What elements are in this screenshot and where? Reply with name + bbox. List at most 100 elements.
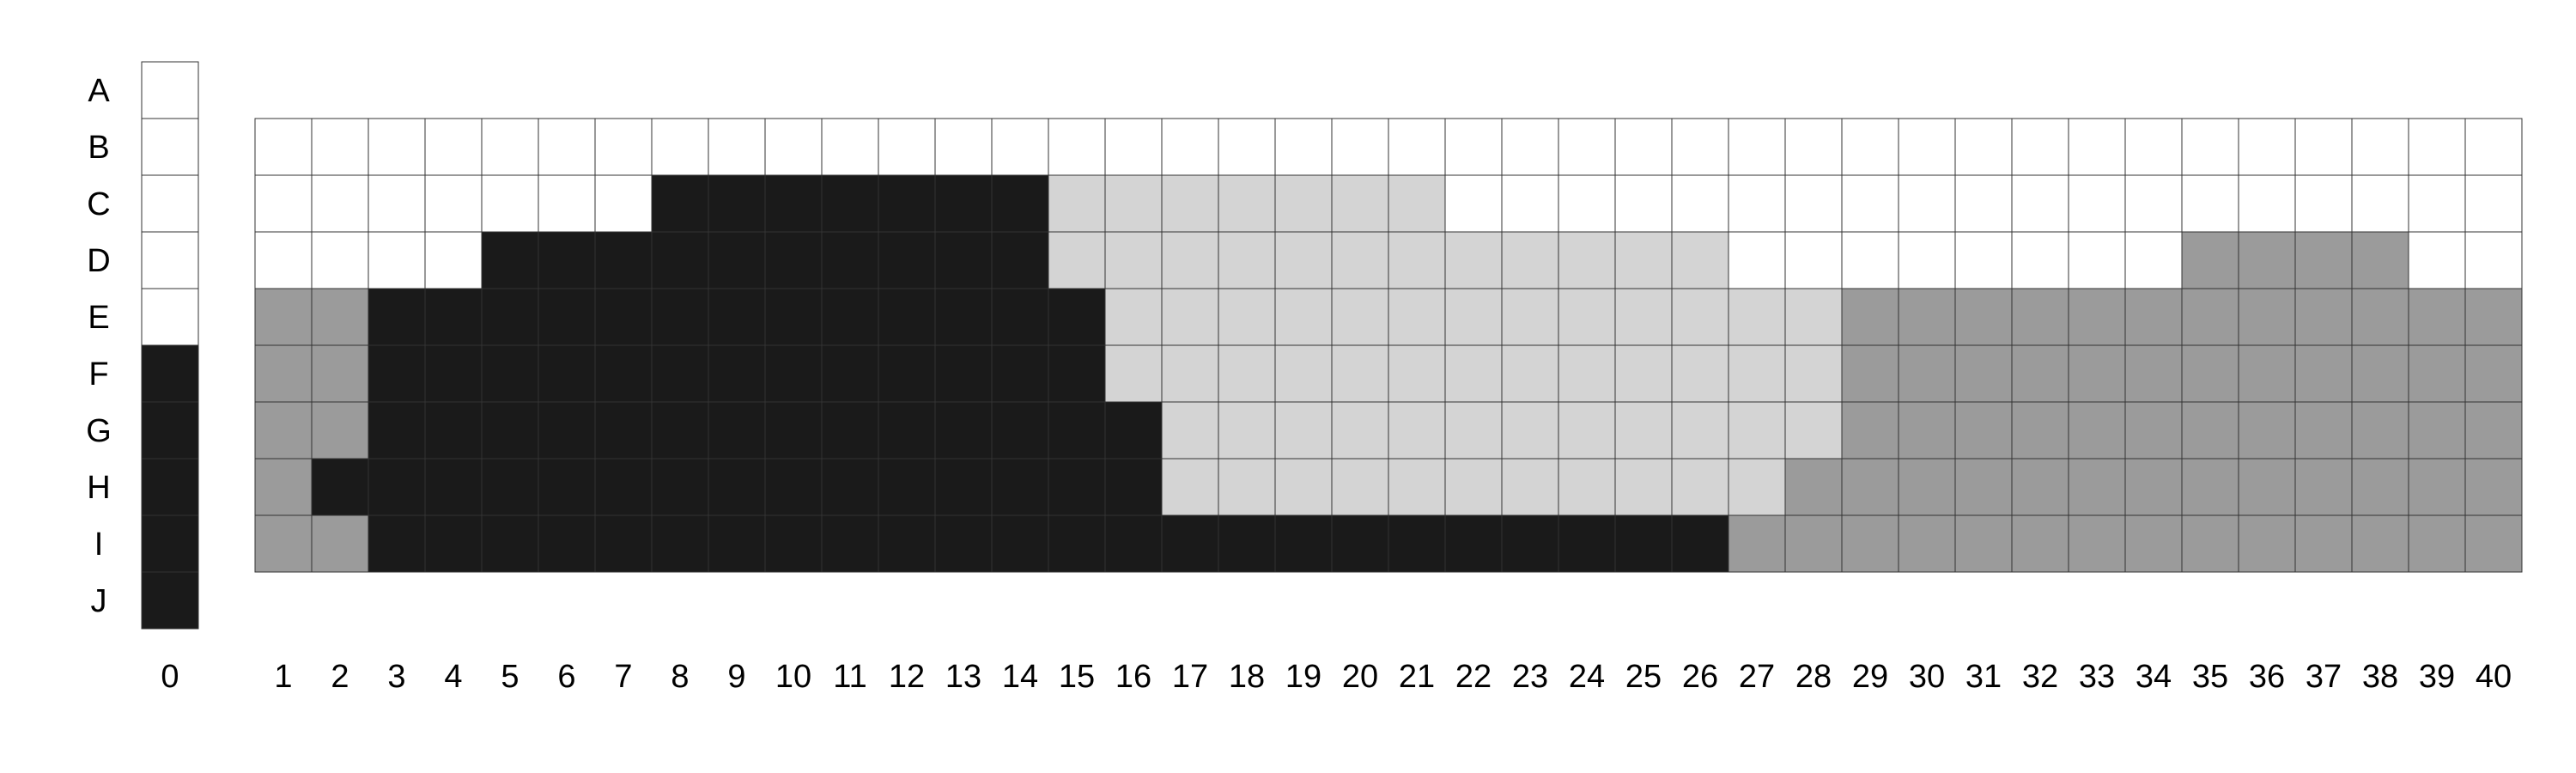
grid-cell bbox=[2238, 458, 2296, 516]
grid-cell bbox=[2238, 514, 2296, 573]
grid-cell bbox=[2351, 174, 2409, 233]
grid-cell bbox=[934, 344, 993, 403]
grid-cell bbox=[1161, 458, 1219, 516]
grid-cell bbox=[481, 401, 539, 460]
grid-cell bbox=[1331, 288, 1389, 346]
column-label: 17 bbox=[1172, 659, 1208, 695]
grid-cell bbox=[1048, 288, 1106, 346]
grid-cell bbox=[1671, 344, 1729, 403]
grid-cell bbox=[2068, 288, 2126, 346]
grid-cell bbox=[1558, 401, 1616, 460]
grid-cell bbox=[1898, 288, 1956, 346]
grid-cell bbox=[1558, 458, 1616, 516]
column-label: 3 bbox=[387, 659, 405, 695]
column-label: 2 bbox=[331, 659, 349, 695]
grid-cell bbox=[1331, 118, 1389, 176]
grid-cell bbox=[1218, 231, 1276, 289]
column-label: 38 bbox=[2362, 659, 2398, 695]
grid-cell bbox=[878, 231, 936, 289]
grid-cell bbox=[2294, 231, 2353, 289]
grid-cell bbox=[1954, 458, 2013, 516]
grid-cell bbox=[2464, 458, 2523, 516]
grid-cell bbox=[141, 344, 199, 403]
grid-cell bbox=[594, 288, 653, 346]
grid-cell bbox=[1444, 118, 1503, 176]
grid-cell bbox=[1388, 231, 1446, 289]
column-label: 13 bbox=[945, 659, 981, 695]
grid-cell bbox=[878, 174, 936, 233]
grid-cell bbox=[1274, 118, 1333, 176]
grid-cell bbox=[1614, 344, 1673, 403]
grid-cell bbox=[991, 231, 1049, 289]
grid-cell bbox=[1784, 514, 1843, 573]
row-label: H bbox=[87, 470, 110, 506]
grid-cell bbox=[1784, 344, 1843, 403]
grid-cell bbox=[594, 118, 653, 176]
grid-cell bbox=[1104, 344, 1163, 403]
grid-cell bbox=[651, 514, 709, 573]
grid-cell bbox=[764, 288, 823, 346]
grid-cell bbox=[1841, 514, 1899, 573]
column-label: 10 bbox=[775, 659, 811, 695]
grid-cell bbox=[878, 344, 936, 403]
row-label: A bbox=[88, 73, 110, 109]
grid-cell bbox=[368, 344, 426, 403]
grid-cell bbox=[1841, 118, 1899, 176]
grid-cell bbox=[2294, 401, 2353, 460]
grid-cell bbox=[311, 458, 369, 516]
grid-cell bbox=[1388, 174, 1446, 233]
grid-cell bbox=[311, 288, 369, 346]
grid-cell bbox=[1161, 288, 1219, 346]
grid-cell bbox=[538, 174, 596, 233]
grid-cell bbox=[2351, 288, 2409, 346]
grid-cell bbox=[1614, 401, 1673, 460]
grid-cell bbox=[1444, 344, 1503, 403]
grid-cell bbox=[2238, 344, 2296, 403]
grid-cell bbox=[1954, 401, 2013, 460]
grid-cell bbox=[1558, 288, 1616, 346]
grid-cell bbox=[1048, 401, 1106, 460]
grid-cell bbox=[2011, 458, 2069, 516]
grid-cell bbox=[2238, 288, 2296, 346]
grid-cell bbox=[2068, 344, 2126, 403]
grid-cell bbox=[1331, 231, 1389, 289]
grid-cell bbox=[2464, 118, 2523, 176]
column-zero-cells bbox=[141, 61, 199, 630]
column-label: 30 bbox=[1909, 659, 1945, 695]
grid-cell bbox=[1898, 514, 1956, 573]
grid-cell bbox=[2238, 118, 2296, 176]
grid-cell bbox=[2408, 118, 2466, 176]
grid-cell bbox=[1898, 118, 1956, 176]
grid-cell bbox=[2408, 514, 2466, 573]
grid-cell bbox=[1671, 231, 1729, 289]
grid-cell bbox=[1614, 514, 1673, 573]
grid-cell bbox=[1841, 174, 1899, 233]
grid-cell bbox=[368, 174, 426, 233]
grid-cell bbox=[538, 401, 596, 460]
grid-cell bbox=[2181, 288, 2239, 346]
grid-cell bbox=[1218, 344, 1276, 403]
column-label: 18 bbox=[1229, 659, 1265, 695]
grid-cell bbox=[1671, 174, 1729, 233]
column-label: 37 bbox=[2306, 659, 2342, 695]
column-label: 6 bbox=[557, 659, 575, 695]
column-label: 40 bbox=[2476, 659, 2512, 695]
column-label: 25 bbox=[1625, 659, 1662, 695]
grid-cell bbox=[1614, 288, 1673, 346]
grid-cell bbox=[934, 458, 993, 516]
grid-cell bbox=[934, 514, 993, 573]
grid-cell bbox=[538, 344, 596, 403]
column-label: 36 bbox=[2249, 659, 2285, 695]
grid-cell bbox=[1558, 174, 1616, 233]
grid-cell bbox=[368, 288, 426, 346]
grid-cell bbox=[1841, 231, 1899, 289]
grid-cell bbox=[1161, 118, 1219, 176]
grid-cell bbox=[481, 288, 539, 346]
grid-cell bbox=[1048, 344, 1106, 403]
grid-cell bbox=[1218, 514, 1276, 573]
grid-cell bbox=[1331, 344, 1389, 403]
column-label: 20 bbox=[1342, 659, 1378, 695]
grid-cell bbox=[821, 118, 879, 176]
grid-cell bbox=[141, 514, 199, 573]
